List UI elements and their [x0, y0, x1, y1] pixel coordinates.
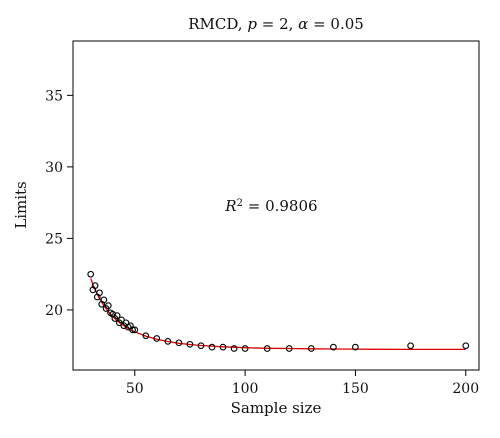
x-tick-label: 50 [126, 381, 144, 397]
data-point [118, 316, 125, 324]
r-squared-annotation: R2 = 0.9806 [224, 197, 317, 215]
data-point [230, 345, 238, 352]
data-point [352, 343, 359, 351]
data-point [164, 338, 172, 345]
data-point [175, 339, 183, 347]
y-tick-label: 30 [45, 160, 63, 176]
data-point [129, 326, 136, 334]
data-point [330, 343, 337, 351]
data-point [113, 312, 121, 319]
x-tick-label: 100 [232, 381, 259, 397]
data-point [96, 289, 103, 297]
data-point [87, 270, 95, 278]
data-point [462, 342, 470, 350]
data-point [407, 342, 414, 350]
data-point [91, 282, 99, 289]
data-point [100, 296, 108, 304]
data-point [241, 345, 249, 352]
data-point [131, 326, 139, 334]
data-point [208, 343, 216, 351]
y-tick-label: 20 [45, 303, 63, 319]
data-point [285, 345, 293, 352]
data-point [186, 340, 194, 348]
y-axis-label: Limits [12, 181, 30, 229]
data-point [142, 332, 150, 340]
data-point [104, 302, 112, 309]
chart-title: RMCD, p = 2, α = 0.05 [188, 15, 364, 33]
data-point [153, 335, 161, 342]
data-points [87, 270, 470, 352]
x-axis-label: Sample size [231, 399, 322, 417]
data-point [263, 345, 271, 352]
x-axis: 50 100 150 200 [126, 370, 479, 397]
y-axis: 20 25 30 35 [45, 88, 73, 319]
y-tick-label: 25 [45, 231, 63, 247]
y-tick-label: 35 [45, 88, 63, 104]
data-point [197, 342, 205, 350]
x-tick-label: 200 [452, 381, 479, 397]
data-point [219, 343, 227, 351]
x-tick-label: 150 [342, 381, 369, 397]
plot-area-frame [72, 40, 480, 371]
fit-curve-line [90, 278, 466, 351]
data-point [307, 345, 315, 352]
